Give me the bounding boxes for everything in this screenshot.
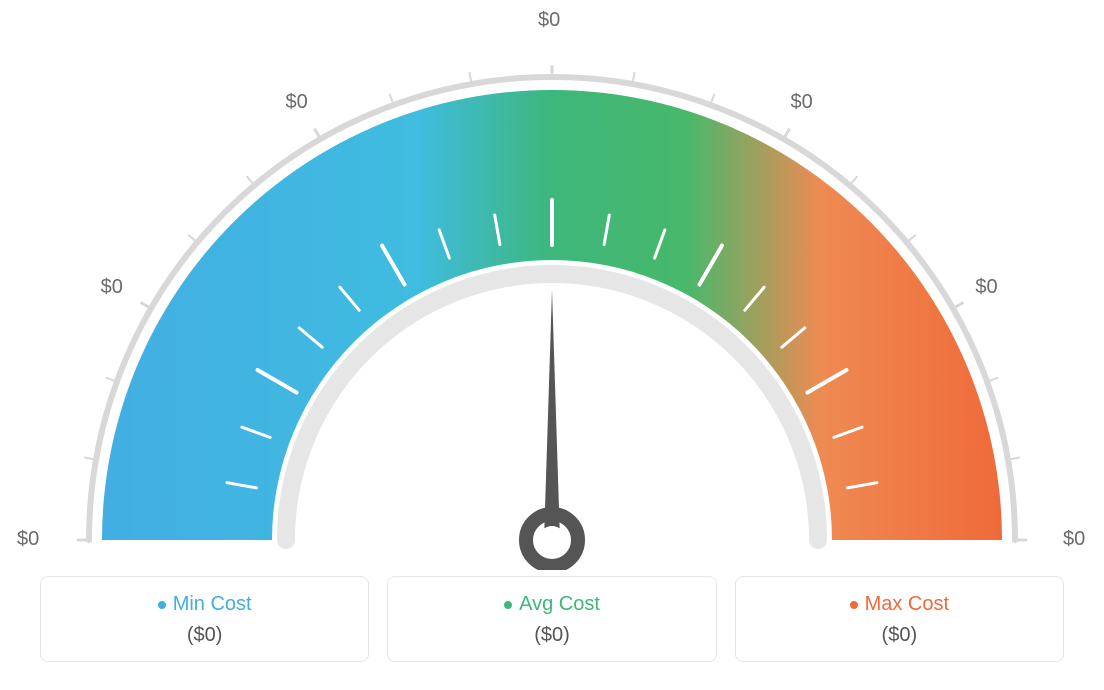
legend-label-avg: Avg Cost [519, 593, 600, 616]
scale-label-4: $0 [791, 91, 813, 114]
gauge-svg [52, 10, 1052, 570]
legend-card-min: Min Cost ($0) [40, 576, 369, 662]
legend-label-min: Min Cost [173, 593, 252, 616]
legend-title-avg: Avg Cost [504, 593, 600, 616]
scale-label-2: $0 [286, 91, 308, 114]
bullet-icon [850, 601, 858, 609]
legend-card-avg: Avg Cost ($0) [387, 576, 716, 662]
legend-title-min: Min Cost [158, 593, 252, 616]
scale-label-1: $0 [101, 276, 123, 299]
legend-title-max: Max Cost [850, 593, 949, 616]
legend-row: Min Cost ($0) Avg Cost ($0) Max Cost ($0… [40, 576, 1064, 662]
scale-label-3: $0 [538, 9, 560, 32]
gauge-area: $0 $0 $0 $0 $0 $0 $0 [52, 10, 1052, 570]
scale-label-5: $0 [975, 276, 997, 299]
legend-card-max: Max Cost ($0) [735, 576, 1064, 662]
cost-gauge-chart: $0 $0 $0 $0 $0 $0 $0 Min Cost ($0) Avg C… [0, 0, 1104, 690]
legend-value-avg: ($0) [398, 624, 705, 647]
scale-label-6: $0 [1063, 528, 1085, 551]
bullet-icon [504, 601, 512, 609]
scale-label-0: $0 [17, 528, 39, 551]
legend-value-min: ($0) [51, 624, 358, 647]
bullet-icon [158, 601, 166, 609]
legend-value-max: ($0) [746, 624, 1053, 647]
legend-label-max: Max Cost [865, 593, 949, 616]
